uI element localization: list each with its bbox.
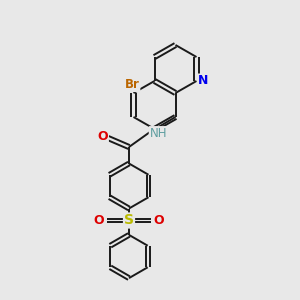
Text: Br: Br: [124, 78, 140, 91]
Text: O: O: [97, 130, 108, 143]
Text: O: O: [94, 214, 104, 227]
Text: S: S: [124, 214, 134, 227]
Text: N: N: [198, 74, 208, 88]
Text: O: O: [154, 214, 164, 227]
Text: NH: NH: [150, 127, 167, 140]
